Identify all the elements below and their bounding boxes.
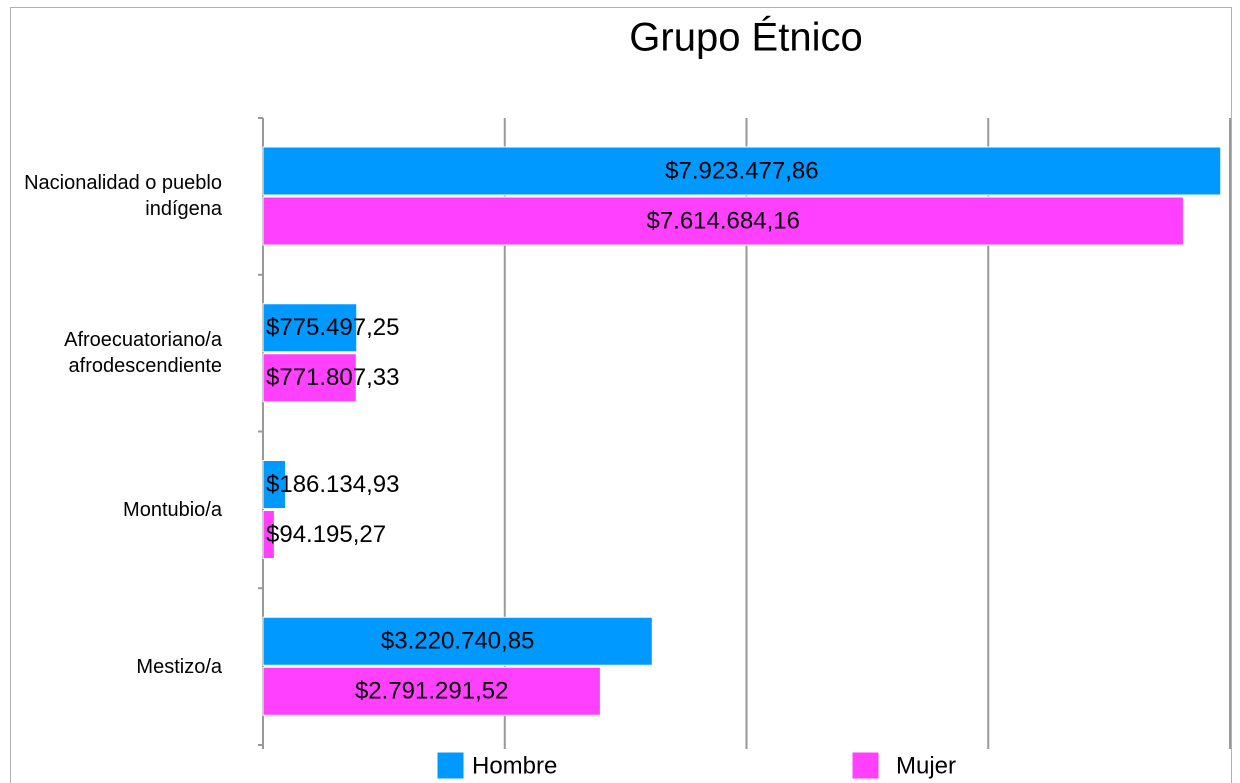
legend-label: Mujer (896, 752, 956, 779)
bar (262, 353, 357, 403)
y-tick-label: Montubio/a (123, 498, 222, 521)
data-label: $186.134,93 (266, 471, 399, 498)
bar (262, 460, 286, 509)
bar (262, 666, 601, 716)
legend-swatch (436, 751, 465, 780)
chart-title: Grupo Étnico (629, 15, 862, 60)
data-label: $94.195,27 (266, 521, 386, 548)
data-label: $2.791.291,52 (355, 678, 508, 705)
data-label: $775.497,25 (266, 314, 399, 341)
bar (262, 510, 275, 559)
data-label: $3.220.740,85 (381, 628, 534, 655)
legend-swatch (851, 751, 880, 780)
frame (10, 7, 1232, 783)
bar (262, 616, 653, 666)
legend-label: Hombre (472, 752, 557, 779)
data-label: $771.807,33 (266, 364, 399, 391)
data-label: $7.923.477,86 (665, 157, 818, 184)
bar (262, 196, 1184, 246)
bar (262, 303, 358, 353)
y-tick-label: Afroecuatoriano/a afrodescendiente (64, 329, 222, 378)
y-tick-label: Nacionalidad o pueblo indígena (24, 172, 222, 221)
data-label: $7.614.684,16 (646, 207, 799, 234)
y-tick-label: Mestizo/a (136, 655, 222, 678)
bar (262, 146, 1222, 196)
